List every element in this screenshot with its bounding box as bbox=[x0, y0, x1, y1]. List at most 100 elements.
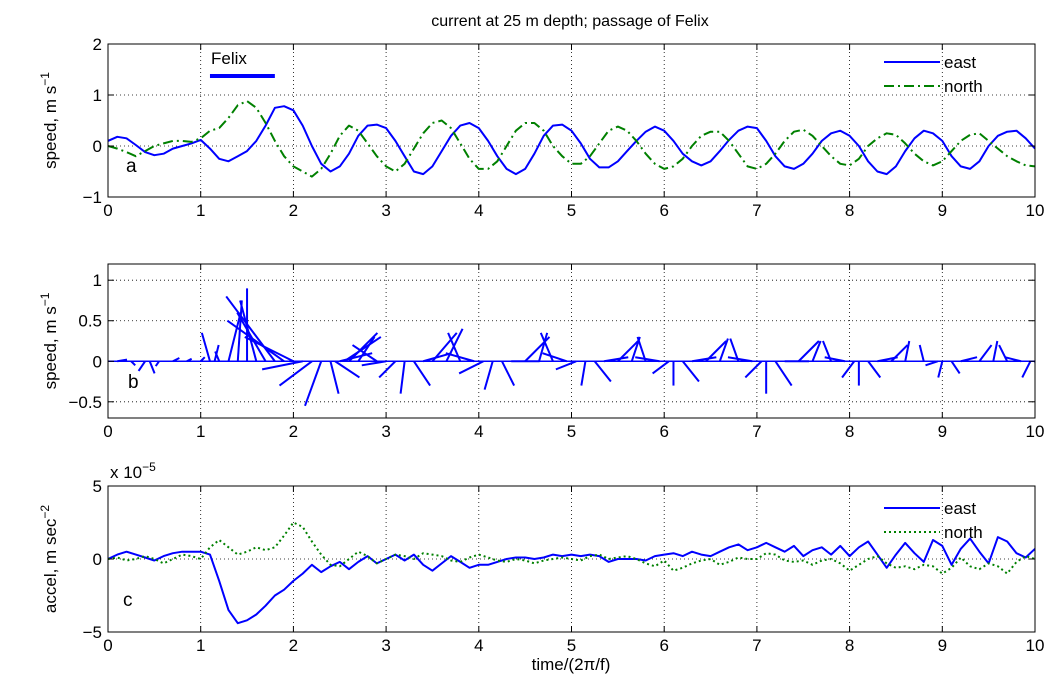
plot-area bbox=[108, 288, 1035, 407]
x-tick-label: 3 bbox=[381, 636, 390, 655]
x-tick-label: 0 bbox=[103, 201, 112, 220]
stick bbox=[729, 338, 740, 362]
legend: east north bbox=[884, 53, 983, 96]
x-tick-label: 6 bbox=[659, 636, 668, 655]
stick bbox=[797, 340, 820, 362]
x-tick-label: 6 bbox=[659, 422, 668, 441]
x-tick-label: 4 bbox=[474, 201, 483, 220]
legend-label-north: north bbox=[944, 77, 983, 96]
series-east-line bbox=[108, 536, 1035, 625]
series-north-line bbox=[108, 521, 1035, 575]
stick bbox=[225, 295, 276, 362]
y-tick-label: 0 bbox=[93, 550, 102, 569]
y-tick-label: 1 bbox=[93, 86, 102, 105]
stick bbox=[744, 360, 763, 379]
x-tick-label: 1 bbox=[196, 422, 205, 441]
x-tick-label: 3 bbox=[381, 422, 390, 441]
legend-label-east: east bbox=[944, 53, 976, 72]
panel-letter: a bbox=[126, 156, 137, 177]
stick bbox=[261, 360, 303, 371]
stick bbox=[236, 300, 243, 362]
stick bbox=[137, 360, 146, 372]
stick bbox=[431, 332, 458, 362]
figure-title: current at 25 m depth; passage of Felix bbox=[431, 13, 708, 30]
x-tick-label: 9 bbox=[938, 201, 947, 220]
stick bbox=[334, 360, 360, 379]
x-tick-label: 2 bbox=[289, 422, 298, 441]
stick bbox=[636, 336, 647, 362]
stick bbox=[617, 340, 639, 362]
stick bbox=[811, 340, 822, 362]
stick bbox=[718, 338, 729, 362]
stick bbox=[304, 360, 323, 407]
x-tick-label: 7 bbox=[752, 422, 761, 441]
y-multiplier: x 10−5 bbox=[110, 460, 156, 482]
stick bbox=[226, 319, 285, 363]
x-tick-label: 1 bbox=[196, 636, 205, 655]
stick bbox=[904, 340, 911, 362]
stick bbox=[937, 361, 944, 378]
legend-label-east: east bbox=[944, 499, 976, 518]
series-east-line bbox=[108, 105, 1035, 176]
stick bbox=[1021, 360, 1032, 378]
stick bbox=[357, 336, 376, 362]
y-axis-label: speed, m s−1 bbox=[38, 72, 60, 169]
stick bbox=[998, 344, 1009, 362]
y-axis-label: speed, m s−1 bbox=[38, 292, 60, 389]
plot-area bbox=[108, 100, 1035, 178]
y-tick-label: 1 bbox=[93, 271, 102, 290]
stick bbox=[542, 352, 568, 363]
stick bbox=[978, 344, 993, 362]
annotation-felix-label: Felix bbox=[211, 49, 247, 68]
stick bbox=[422, 352, 452, 363]
stick bbox=[538, 332, 549, 362]
x-tick-label: 4 bbox=[474, 636, 483, 655]
stick bbox=[148, 360, 156, 374]
stick bbox=[413, 360, 431, 387]
x-tick-label: 8 bbox=[845, 636, 854, 655]
panel-letter: b bbox=[128, 372, 139, 393]
x-tick-label: 2 bbox=[289, 636, 298, 655]
stick bbox=[992, 340, 999, 362]
stick bbox=[445, 328, 464, 362]
x-tick-label: 10 bbox=[1026, 201, 1045, 220]
stick bbox=[501, 360, 516, 387]
x-tick-label: 6 bbox=[659, 201, 668, 220]
stick bbox=[890, 344, 909, 362]
stick bbox=[351, 344, 378, 363]
x-tick-label: 10 bbox=[1026, 636, 1045, 655]
y-axis-label: accel, m sec−2 bbox=[38, 505, 60, 613]
stick bbox=[950, 360, 961, 374]
stick bbox=[244, 336, 294, 363]
stick bbox=[841, 360, 856, 379]
stick bbox=[705, 340, 727, 362]
stick bbox=[458, 360, 484, 375]
legend-label-north: north bbox=[944, 523, 983, 542]
panel-letter: c bbox=[123, 590, 133, 611]
x-tick-label: 10 bbox=[1026, 422, 1045, 441]
stick bbox=[918, 344, 925, 362]
stick bbox=[1034, 361, 1035, 366]
stick bbox=[774, 360, 793, 387]
x-tick-label: 0 bbox=[103, 636, 112, 655]
y-tick-label: 0 bbox=[93, 137, 102, 156]
stick bbox=[200, 332, 211, 362]
x-tick-label: 0 bbox=[103, 422, 112, 441]
x-tick-label: 7 bbox=[752, 636, 761, 655]
y-tick-label: −0.5 bbox=[68, 393, 102, 412]
series-north-line bbox=[108, 100, 1035, 178]
x-tick-label: 1 bbox=[196, 201, 205, 220]
stick bbox=[378, 360, 397, 379]
x-tick-label: 5 bbox=[567, 201, 576, 220]
stick bbox=[214, 351, 221, 362]
x-tick-label: 5 bbox=[567, 636, 576, 655]
x-tick-label: 5 bbox=[567, 422, 576, 441]
y-tick-label: 0.5 bbox=[78, 312, 102, 331]
x-tick-label: 8 bbox=[845, 422, 854, 441]
x-tick-label: 9 bbox=[938, 422, 947, 441]
legend: east north bbox=[884, 499, 983, 542]
